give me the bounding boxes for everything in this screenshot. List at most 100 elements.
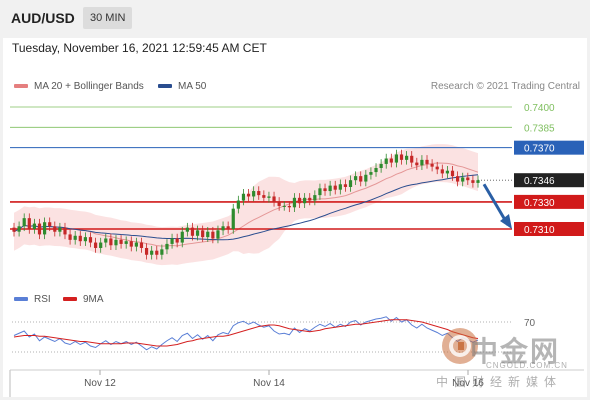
resistance-label: 0.7385: [524, 123, 555, 134]
candle-body: [241, 193, 246, 201]
pivot-box: [514, 140, 584, 155]
candle-body: [58, 227, 62, 232]
price-levels: 0.7400 0.7385 0.7370 0.7346 0.7330 0.7310: [10, 103, 584, 236]
candle-body: [297, 197, 302, 204]
candle-body: [53, 226, 57, 232]
candle-body: [104, 238, 108, 243]
candle-body: [323, 188, 327, 192]
candle-body: [129, 241, 133, 247]
legend-rsi: RSI: [14, 294, 51, 305]
candle-body: [17, 226, 21, 232]
candle-body: [32, 223, 36, 229]
candle-body: [333, 185, 337, 190]
candle-body: [348, 180, 353, 187]
ma50-line: [13, 174, 479, 241]
credit-text: Research © 2021 Trading Central: [430, 81, 580, 92]
candle-body: [246, 193, 251, 197]
candle-body: [394, 154, 399, 163]
candle-body: [456, 176, 460, 182]
pivot-label: 0.7370: [524, 144, 555, 155]
candle-body: [369, 172, 373, 175]
watermark-cn: 中金网: [470, 335, 561, 368]
ma20-line: [13, 162, 479, 247]
candle-body: [42, 222, 47, 235]
rsi-ma9-line: [13, 319, 479, 347]
timeframe-badge[interactable]: 30 MIN: [83, 7, 133, 29]
x-tick-label: Nov 12: [84, 378, 116, 389]
candle-body: [211, 231, 215, 239]
support-label: 0.7310: [524, 225, 555, 236]
current-price-box: [514, 173, 584, 188]
legend-ma50: MA 50: [158, 81, 206, 92]
candle-body: [267, 196, 271, 198]
candle-body: [12, 227, 16, 232]
candle-body: [287, 205, 291, 208]
resistance-label: 0.7400: [524, 103, 555, 114]
x-axis: Nov 12 Nov 14 Nov 16: [9, 369, 584, 397]
candle-body: [124, 241, 128, 244]
candle-body: [471, 180, 475, 183]
candle-body: [27, 218, 31, 229]
legend-9ma: 9MA: [63, 294, 104, 305]
rsi-70-label: 70: [524, 318, 536, 329]
candle-body: [445, 170, 450, 174]
candle-body: [119, 239, 123, 244]
candle-body: [109, 238, 113, 246]
candle-body: [262, 195, 266, 198]
candle-body: [221, 226, 225, 231]
candle-body: [99, 242, 103, 248]
ma50-swatch-icon: [158, 84, 172, 89]
candle-body: [318, 188, 322, 196]
candle-body: [272, 196, 276, 202]
support-label: 0.7330: [524, 198, 555, 209]
candle-body: [440, 169, 444, 174]
candle-body: [48, 222, 52, 227]
candle-body: [83, 237, 87, 242]
candle-body: [236, 200, 240, 209]
candle-body: [134, 242, 138, 247]
watermark-en: CNGOLD.COM.CN: [486, 361, 568, 370]
current-price-label: 0.7346: [524, 176, 555, 187]
candle-body: [201, 230, 205, 238]
candle-body: [420, 159, 424, 166]
arrow-head: [500, 214, 512, 229]
candle-body: [175, 238, 179, 243]
candle-body: [384, 158, 388, 164]
candle-body: [88, 237, 93, 243]
candles: [12, 149, 480, 260]
legend-ma20: MA 20 + Bollinger Bands: [14, 81, 144, 92]
ma50-label: MA 50: [178, 81, 207, 92]
candle-body: [231, 208, 235, 229]
rsi-swatch-icon: [14, 297, 28, 302]
bollinger-bands: [13, 144, 479, 266]
candle-body: [313, 195, 317, 201]
candle-body: [461, 177, 465, 182]
candle-body: [359, 176, 363, 182]
candle-body: [466, 177, 470, 181]
candle-body: [139, 242, 144, 248]
candle-body: [410, 155, 414, 163]
forecast-arrow-icon: [482, 183, 512, 229]
chart-timestamp: Tuesday, November 16, 2021 12:59:45 AM C…: [12, 41, 267, 55]
candle-body: [150, 250, 154, 255]
candle-body: [160, 249, 164, 255]
candle-body: [252, 191, 256, 197]
rsi-line: [13, 316, 479, 351]
candle-body: [73, 235, 77, 240]
candle-body: [63, 227, 67, 235]
candle-body: [450, 170, 455, 177]
ma50-path: [13, 174, 479, 241]
candle-body: [257, 191, 261, 196]
candle-body: [22, 218, 26, 227]
candle-body: [303, 197, 307, 204]
bollinger-fill: [14, 144, 478, 266]
candle-body: [338, 184, 342, 190]
chart-header: AUD/USD 30 MIN: [0, 0, 590, 38]
candle-body: [165, 243, 169, 250]
symbol-label: AUD/USD: [11, 10, 75, 26]
candle-body: [435, 166, 439, 170]
candle-body: [170, 238, 174, 244]
chart-panel: [3, 38, 587, 397]
candle-body: [328, 185, 332, 192]
